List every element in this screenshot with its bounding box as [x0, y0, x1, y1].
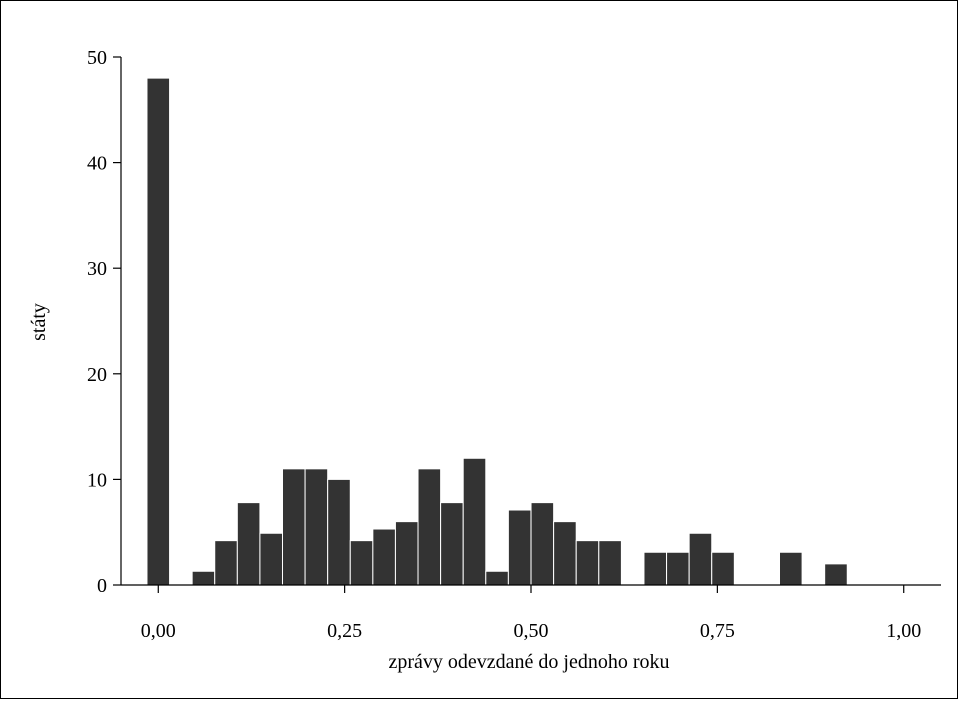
histogram-bar: [440, 502, 464, 586]
histogram-bar: [485, 570, 509, 586]
histogram-bar: [666, 551, 690, 586]
histogram-bar: [191, 570, 216, 586]
histogram-bars: [146, 77, 848, 586]
histogram-bar: [417, 468, 442, 586]
y-axis: 0 10 20 30 40 50: [87, 47, 122, 597]
histogram-bar: [575, 540, 600, 586]
histogram-bar: [688, 532, 713, 586]
histogram-bar: [236, 502, 261, 586]
histogram-bar: [553, 521, 577, 586]
histogram-bar: [643, 551, 668, 586]
histogram-bar: [507, 509, 532, 586]
histogram-bar: [349, 540, 374, 586]
histogram-bar: [304, 468, 329, 586]
histogram-bar: [598, 540, 622, 586]
y-tick-label: 30: [87, 258, 107, 280]
histogram-bar: [146, 77, 171, 586]
x-axis: 0,00 0,25 0,50 0,75 1,00: [121, 584, 941, 642]
x-tick-label: 0,25: [327, 620, 362, 642]
y-tick-label: 50: [87, 47, 107, 69]
y-tick-label: 0: [97, 575, 107, 597]
x-axis-label: zprávy odevzdané do jednoho roku: [388, 651, 669, 673]
y-tick-label: 10: [87, 469, 107, 491]
histogram-bar: [214, 540, 238, 586]
x-tick-label: 0,50: [514, 620, 549, 642]
histogram-bar: [394, 521, 419, 586]
x-tick-label: 0,75: [700, 620, 735, 642]
x-tick-label: 1,00: [886, 620, 921, 642]
x-tick-label: 0,00: [141, 620, 176, 642]
histogram-bar: [462, 457, 487, 586]
y-tick-label: 40: [87, 153, 107, 175]
histogram-bar: [282, 468, 306, 586]
histogram-bar: [779, 551, 803, 586]
histogram-bar: [372, 528, 396, 586]
histogram-bar: [711, 551, 735, 586]
y-axis-label: státy: [28, 303, 50, 341]
histogram-bar: [824, 563, 848, 586]
y-tick-label: 20: [87, 364, 107, 386]
histogram-bar: [530, 502, 555, 586]
histogram-bar: [327, 478, 351, 586]
histogram-bar: [259, 532, 284, 586]
